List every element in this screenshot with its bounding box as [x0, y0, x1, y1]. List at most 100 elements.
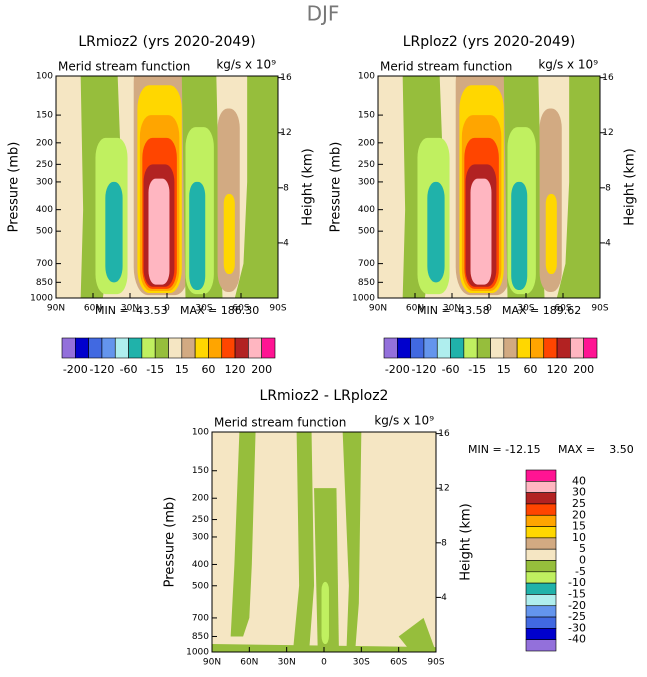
- y-tick-label: 400: [358, 205, 375, 215]
- y2-tick-label: 8: [441, 538, 447, 548]
- contour-region: [470, 178, 492, 285]
- y-tick-label: 850: [192, 632, 209, 642]
- panel-subtitle: Merid stream function: [58, 60, 190, 74]
- colorbar-box: [525, 469, 557, 482]
- colorbar-box: [525, 582, 557, 595]
- colorbar-label: 200: [573, 363, 594, 376]
- x-tick-label: 90N: [47, 304, 65, 314]
- y2-tick-label: 16: [438, 429, 450, 439]
- colorbar-box: [525, 628, 557, 640]
- max-label: MAX = 3.50: [558, 443, 634, 456]
- colorbar-box: [261, 337, 276, 359]
- colorbar-box: [221, 337, 236, 359]
- y-tick-label: 700: [358, 259, 375, 269]
- colorbar-box: [436, 337, 451, 359]
- colorbar-box: [141, 337, 156, 359]
- colorbar-label: 25: [572, 497, 586, 510]
- contour-region: [511, 181, 528, 290]
- y-tick-label: 1000: [352, 294, 375, 304]
- y2-tick-label: 4: [605, 238, 611, 248]
- y-tick-label: 500: [36, 227, 53, 237]
- units-label: kg/s x 10⁹: [374, 414, 434, 428]
- y-tick-label: 200: [36, 138, 53, 148]
- colorbar-box: [114, 337, 129, 359]
- y2-tick-label: 4: [283, 238, 289, 248]
- contour-region: [427, 181, 445, 283]
- colorbar-label: 200: [251, 363, 272, 376]
- panel-title: LRploz2 (yrs 2020-2049): [403, 34, 576, 50]
- colorbar-box: [75, 337, 89, 359]
- colorbar-box: [450, 337, 465, 359]
- colorbar-box: [525, 526, 557, 539]
- x-tick-label: 60N: [406, 304, 424, 314]
- colorbar-box: [490, 337, 505, 359]
- y-tick-label: 500: [358, 227, 375, 237]
- colorbar-box: [525, 503, 557, 516]
- colorbar-box: [525, 514, 557, 527]
- max-label: MAX = 189.62: [502, 304, 581, 317]
- colorbar-box: [194, 337, 209, 359]
- colorbar-label: 0: [579, 554, 586, 567]
- y2-tick-label: 8: [605, 183, 611, 193]
- y-tick-label: 100: [36, 72, 53, 82]
- colorbar-box: [525, 560, 557, 573]
- x-tick-label: 30S: [517, 304, 534, 314]
- colorbar-box: [525, 492, 557, 505]
- colorbar-label: -120: [89, 363, 114, 376]
- colorbar-box: [530, 337, 545, 359]
- x-tick-label: 0: [486, 304, 492, 314]
- colorbar-box: [168, 337, 183, 359]
- x-tick-label: 60S: [554, 304, 571, 314]
- x-tick-label: 30N: [121, 304, 139, 314]
- colorbar-label: -15: [568, 587, 586, 600]
- y2-tick-label: 12: [602, 128, 613, 138]
- y2-axis-label: Height (km): [459, 503, 474, 580]
- colorbar-label: -200: [385, 363, 410, 376]
- colorbar-label: 120: [547, 363, 568, 376]
- colorbar-box: [383, 337, 398, 359]
- contour-field: [56, 76, 278, 298]
- y2-axis-label: Height (km): [301, 148, 316, 225]
- contour-region: [314, 488, 339, 652]
- panel-title: LRmioz2 (yrs 2020-2049): [78, 34, 255, 50]
- colorbar-label: -120: [411, 363, 436, 376]
- colorbar-box: [525, 639, 557, 652]
- contour-region: [321, 581, 329, 645]
- colorbar-box: [248, 337, 262, 359]
- contour-region: [148, 178, 170, 285]
- colorbar-label: -40: [568, 633, 586, 646]
- colorbar-box: [397, 337, 411, 359]
- contour-plot: [377, 75, 601, 299]
- contour-region: [234, 76, 278, 298]
- contour-region: [545, 193, 557, 275]
- y-axis-label: Pressure (mb): [7, 142, 22, 233]
- colorbar-box: [525, 616, 557, 629]
- colorbar-box: [154, 337, 169, 359]
- x-tick-label: 60N: [84, 304, 102, 314]
- x-tick-label: 60S: [390, 658, 407, 668]
- x-tick-label: 60S: [232, 304, 249, 314]
- x-tick-label: 30S: [195, 304, 212, 314]
- y2-tick-label: 16: [280, 73, 292, 83]
- y2-tick-label: 4: [441, 593, 447, 603]
- contour-plot: [211, 431, 437, 653]
- colorbar-label: -30: [568, 621, 586, 634]
- colorbar-label: -200: [63, 363, 88, 376]
- contour-region: [342, 432, 362, 652]
- contour-region: [189, 181, 206, 290]
- colorbar-box: [234, 337, 249, 359]
- contour-field: [212, 432, 436, 652]
- panel-title: LRmioz2 - LRploz2: [260, 388, 389, 404]
- colorbar-label: 120: [225, 363, 246, 376]
- max-label: MAX = 186.30: [180, 304, 259, 317]
- contour-region: [105, 181, 123, 283]
- y2-tick-label: 12: [438, 484, 449, 494]
- y2-tick-label: 8: [283, 183, 289, 193]
- x-tick-label: 0: [164, 304, 170, 314]
- y-tick-label: 250: [358, 160, 375, 170]
- y2-tick-label: 16: [602, 73, 614, 83]
- x-tick-label: 30N: [278, 658, 296, 668]
- colorbar-label: -20: [568, 599, 586, 612]
- colorbar-label: 20: [572, 508, 586, 521]
- colorbar-box: [503, 337, 518, 359]
